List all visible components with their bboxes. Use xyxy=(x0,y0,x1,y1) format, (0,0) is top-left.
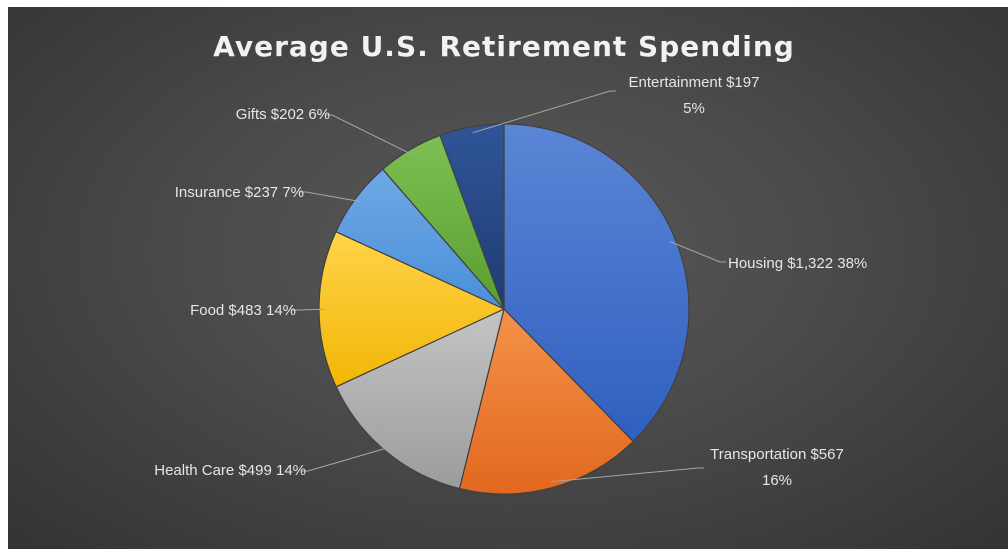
pie-slice-entertainment xyxy=(439,123,505,310)
leader-line-food xyxy=(292,308,326,311)
data-label-entertainment: Entertainment $197 5% xyxy=(629,74,760,117)
data-labels: Housing $1,322 38% Transportation $567 16%… xyxy=(154,74,867,489)
leader-line-entertainment xyxy=(472,90,616,134)
pie-slice-housing xyxy=(503,123,690,443)
leader-line-housing xyxy=(669,241,726,263)
leader-lines xyxy=(292,90,726,483)
pie-slice-transportation xyxy=(458,307,635,495)
pie-chart: Average U.S. Retirement Spending Housing… xyxy=(154,30,867,495)
leader-line-gifts xyxy=(326,114,414,156)
data-label-health-care: Health Care $499 14% xyxy=(154,462,306,479)
data-label-transportation: Transportation $567 16% xyxy=(710,446,844,489)
leader-line-health-care xyxy=(302,446,391,472)
leader-line-transportation xyxy=(550,467,704,483)
chart-title: Average U.S. Retirement Spending xyxy=(213,30,795,63)
leader-line-insurance xyxy=(300,191,361,203)
data-label-gifts: Gifts $202 6% xyxy=(236,106,330,123)
chart-area: Average U.S. Retirement Spending Housing… xyxy=(8,7,1008,549)
slices xyxy=(318,123,690,495)
data-label-housing: Housing $1,322 38% xyxy=(728,255,867,272)
data-label-insurance: Insurance $237 7% xyxy=(175,184,304,201)
data-label-food: Food $483 14% xyxy=(190,302,296,319)
pie-slice-health-care xyxy=(335,307,505,490)
